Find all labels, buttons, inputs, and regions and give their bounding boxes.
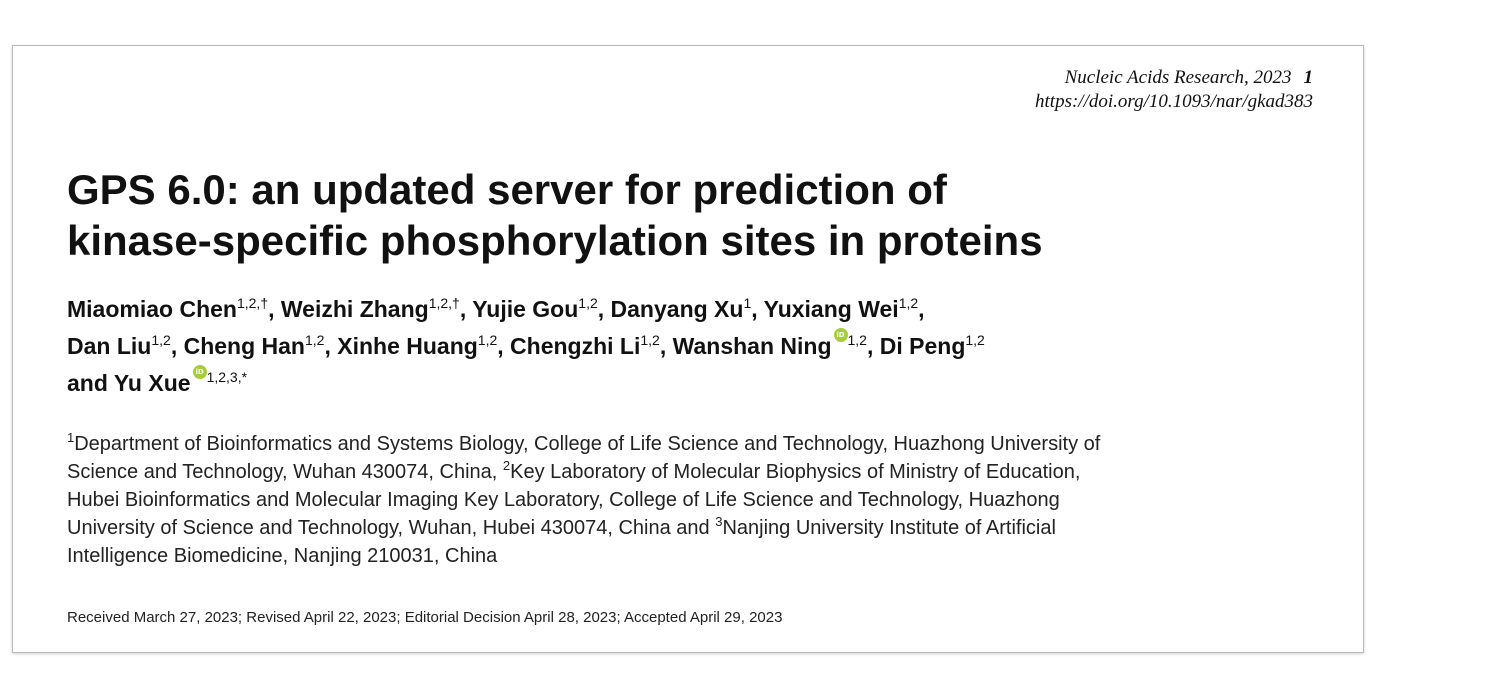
author-affiliation-sup: 1,2,† — [428, 295, 460, 311]
author-affiliation-sup: 1,2 — [304, 332, 325, 348]
author-affiliation-sup: 1,2 — [640, 332, 660, 348]
affiliation-text: Department of Bioinformatics and Systems… — [74, 433, 1101, 455]
author-name: and Yu Xue — [67, 370, 191, 396]
author-separator: , — [170, 333, 184, 359]
author-name: Chengzhi Li — [510, 333, 641, 359]
author-separator: , — [866, 333, 880, 359]
author-separator: , — [918, 296, 925, 322]
affiliation-text: Science and Technology, Wuhan 430074, Ch… — [67, 461, 503, 483]
author-affiliation-sup: 1,2,† — [236, 295, 269, 311]
affiliation-text: Nanjing University Institute of Artifici… — [722, 517, 1056, 539]
affiliation-line-4: University of Science and Technology, Wu… — [67, 514, 1327, 542]
author-line-2: Dan Liu1,2, Cheng Han1,2, Xinhe Huang1,2… — [67, 328, 1307, 365]
doi-link[interactable]: https://doi.org/10.1093/nar/gkad383 — [1035, 91, 1313, 112]
author-name: Yujie Gou — [472, 296, 579, 322]
author-affiliation-sup: 1,2,3,* — [206, 369, 248, 385]
author-separator: , — [268, 296, 281, 322]
author-separator: , — [459, 296, 473, 322]
author-line-3: and Yu Xue 1,2,3,* — [67, 365, 1307, 402]
author-name: Xinhe Huang — [337, 333, 478, 359]
author-separator: , — [497, 333, 511, 359]
author-separator: , — [597, 296, 611, 322]
author-affiliation-sup: 1,2 — [898, 295, 919, 311]
article-title: GPS 6.0: an updated server for predictio… — [67, 164, 1297, 266]
author-name: Di Peng — [879, 333, 966, 359]
orcid-icon[interactable] — [192, 365, 207, 379]
author-name: Yuxiang Wei — [763, 296, 899, 322]
received-dates: Received March 27, 2023; Revised April 2… — [67, 609, 783, 626]
running-head: Nucleic Acids Research, 2023 1 https://do… — [1035, 66, 1313, 114]
author-name: Dan Liu — [67, 333, 152, 359]
author-name: Wanshan Ning — [672, 333, 832, 359]
affiliation-line-2: Science and Technology, Wuhan 430074, Ch… — [67, 458, 1327, 486]
affiliation-marker: 2 — [502, 458, 511, 473]
affiliation-marker: 3 — [715, 514, 723, 529]
affiliation-text: Key Laboratory of Molecular Biophysics o… — [510, 461, 1081, 483]
affiliation-line-5: Intelligence Biomedicine, Nanjing 210031… — [67, 545, 498, 567]
affiliations: 1Department of Bioinformatics and System… — [67, 430, 1327, 570]
author-affiliation-sup: 1,2 — [578, 295, 598, 311]
affiliation-text: University of Science and Technology, Wu… — [67, 517, 716, 539]
author-affiliation-sup: 1,2 — [847, 332, 867, 348]
title-line-2: kinase-specific phosphorylation sites in… — [67, 217, 1043, 264]
author-name: Miaomiao Chen — [67, 296, 237, 322]
author-separator: , — [751, 296, 764, 322]
author-name: Weizhi Zhang — [280, 296, 429, 322]
author-separator: , — [324, 333, 338, 359]
orcid-icon[interactable] — [833, 328, 848, 342]
author-line-1: Miaomiao Chen1,2,†, Weizhi Zhang1,2,†, Y… — [67, 291, 1307, 328]
article-page: Nucleic Acids Research, 2023 1 https://do… — [12, 45, 1364, 653]
title-line-1: GPS 6.0: an updated server for predictio… — [67, 166, 947, 213]
affiliation-line-1: 1Department of Bioinformatics and System… — [67, 430, 1327, 458]
author-affiliation-sup: 1,2 — [477, 332, 498, 348]
journal-line: Nucleic Acids Research, 2023 1 — [1035, 66, 1313, 90]
author-affiliation-sup: 1 — [743, 295, 752, 311]
author-name: Cheng Han — [183, 333, 305, 359]
journal-name: Nucleic Acids Research, 2023 — [1064, 67, 1292, 88]
author-name: Danyang Xu — [610, 296, 744, 322]
page-number: 1 — [1303, 67, 1314, 88]
author-separator: , — [659, 333, 673, 359]
affiliation-marker: 1 — [67, 430, 75, 445]
author-list: Miaomiao Chen1,2,†, Weizhi Zhang1,2,†, Y… — [67, 291, 1307, 402]
author-affiliation-sup: 1,2 — [151, 332, 171, 348]
author-affiliation-sup: 1,2 — [965, 332, 985, 348]
affiliation-line-3: Hubei Bioinformatics and Molecular Imagi… — [67, 489, 1060, 511]
